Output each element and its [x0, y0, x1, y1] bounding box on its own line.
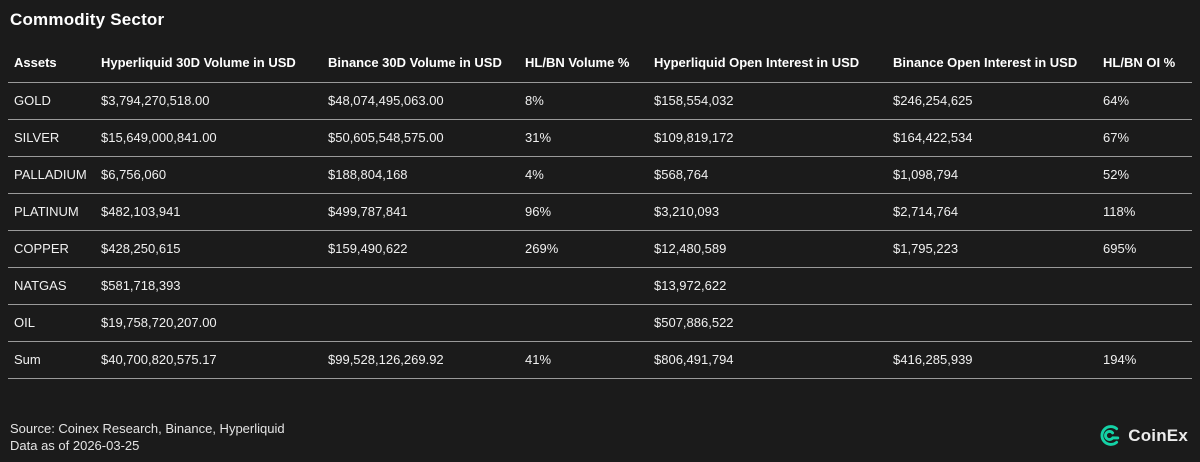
table-cell: OIL [8, 304, 95, 342]
table-cell: $159,490,622 [322, 230, 519, 268]
table-cell: $806,491,794 [648, 341, 887, 379]
table-cell: PALLADIUM [8, 156, 95, 194]
column-header: HL/BN Volume % [519, 44, 648, 83]
table-row: GOLD $3,794,270,518.00 $48,074,495,063.00 8… [8, 82, 1192, 120]
column-header: Hyperliquid 30D Volume in USD [95, 44, 322, 83]
table-cell: COPPER [8, 230, 95, 268]
table-cell: $1,795,223 [887, 230, 1097, 268]
table-cell: $499,787,841 [322, 193, 519, 231]
table-cell: Sum [8, 341, 95, 379]
table-row: OIL $19,758,720,207.00 $507,886,522 [8, 304, 1192, 342]
table-cell: GOLD [8, 82, 95, 120]
table-cell: 96% [519, 193, 648, 231]
footer: Source: Coinex Research, Binance, Hyperl… [10, 420, 285, 454]
table-cell: 52% [1097, 156, 1192, 194]
table-cell [322, 267, 519, 305]
table-cell: 64% [1097, 82, 1192, 120]
table-cell [519, 304, 648, 342]
column-header: Hyperliquid Open Interest in USD [648, 44, 887, 83]
table-cell: 4% [519, 156, 648, 194]
table-cell: NATGAS [8, 267, 95, 305]
column-header: HL/BN OI % [1097, 44, 1192, 83]
table-row: NATGAS $581,718,393 $13,972,622 [8, 267, 1192, 305]
column-header: Assets [8, 44, 95, 83]
table-cell [887, 304, 1097, 342]
table-cell: $2,714,764 [887, 193, 1097, 231]
table-cell: $40,700,820,575.17 [95, 341, 322, 379]
table-cell: $15,649,000,841.00 [95, 119, 322, 157]
table-cell [1097, 304, 1192, 342]
table-body: GOLD $3,794,270,518.00 $48,074,495,063.00 8… [8, 82, 1192, 379]
table-cell: $482,103,941 [95, 193, 322, 231]
table-cell: 41% [519, 341, 648, 379]
coinex-logo-text: CoinEx [1128, 425, 1188, 445]
table-cell: SILVER [8, 119, 95, 157]
table-cell: $428,250,615 [95, 230, 322, 268]
coinex-logo: CoinEx [1099, 424, 1188, 447]
table-cell: $6,756,060 [95, 156, 322, 194]
table-cell: 269% [519, 230, 648, 268]
table-cell: PLATINUM [8, 193, 95, 231]
source-text: Source: Coinex Research, Binance, Hyperl… [10, 421, 285, 436]
table-cell: 194% [1097, 341, 1192, 379]
table-cell: 118% [1097, 193, 1192, 231]
table-cell: $188,804,168 [322, 156, 519, 194]
table-cell [519, 267, 648, 305]
date-text: Data as of 2026-03-25 [10, 438, 140, 453]
table-cell: $507,886,522 [648, 304, 887, 342]
column-header: Binance Open Interest in USD [887, 44, 1097, 83]
header-row: Assets Hyperliquid 30D Volume in USD Binan… [8, 44, 1192, 83]
table-cell: $12,480,589 [648, 230, 887, 268]
page-title: Commodity Sector [10, 10, 165, 29]
table-cell [887, 267, 1097, 305]
table-row: PLATINUM $482,103,941 $499,787,841 96% $3,21… [8, 193, 1192, 231]
table-cell: $109,819,172 [648, 119, 887, 157]
table-cell: $99,528,126,269.92 [322, 341, 519, 379]
table-cell: $158,554,032 [648, 82, 887, 120]
column-header: Binance 30D Volume in USD [322, 44, 519, 83]
table-cell: 67% [1097, 119, 1192, 157]
table-row: COPPER $428,250,615 $159,490,622 269% $12,48… [8, 230, 1192, 268]
table-cell: $246,254,625 [887, 82, 1097, 120]
table-cell [322, 304, 519, 342]
table-cell: 31% [519, 119, 648, 157]
table-cell: $164,422,534 [887, 119, 1097, 157]
table-cell: $3,794,270,518.00 [95, 82, 322, 120]
table-cell: $3,210,093 [648, 193, 887, 231]
table-cell: 8% [519, 82, 648, 120]
table-cell: $568,764 [648, 156, 887, 194]
table-row: PALLADIUM $6,756,060 $188,804,168 4% $568,76… [8, 156, 1192, 194]
table-cell: $13,972,622 [648, 267, 887, 305]
commodity-table: Assets Hyperliquid 30D Volume in USD Binan… [8, 44, 1192, 379]
table-cell [1097, 267, 1192, 305]
table-cell: $416,285,939 [887, 341, 1097, 379]
table-cell: $1,098,794 [887, 156, 1097, 194]
table-cell: $50,605,548,575.00 [322, 119, 519, 157]
table-cell: 695% [1097, 230, 1192, 268]
table-cell: $19,758,720,207.00 [95, 304, 322, 342]
table-row: Sum $40,700,820,575.17 $99,528,126,269.92 4… [8, 341, 1192, 379]
table-cell: $581,718,393 [95, 267, 322, 305]
table-row: SILVER $15,649,000,841.00 $50,605,548,575.… [8, 119, 1192, 157]
coinex-ring-icon [1099, 424, 1122, 447]
table-cell: $48,074,495,063.00 [322, 82, 519, 120]
